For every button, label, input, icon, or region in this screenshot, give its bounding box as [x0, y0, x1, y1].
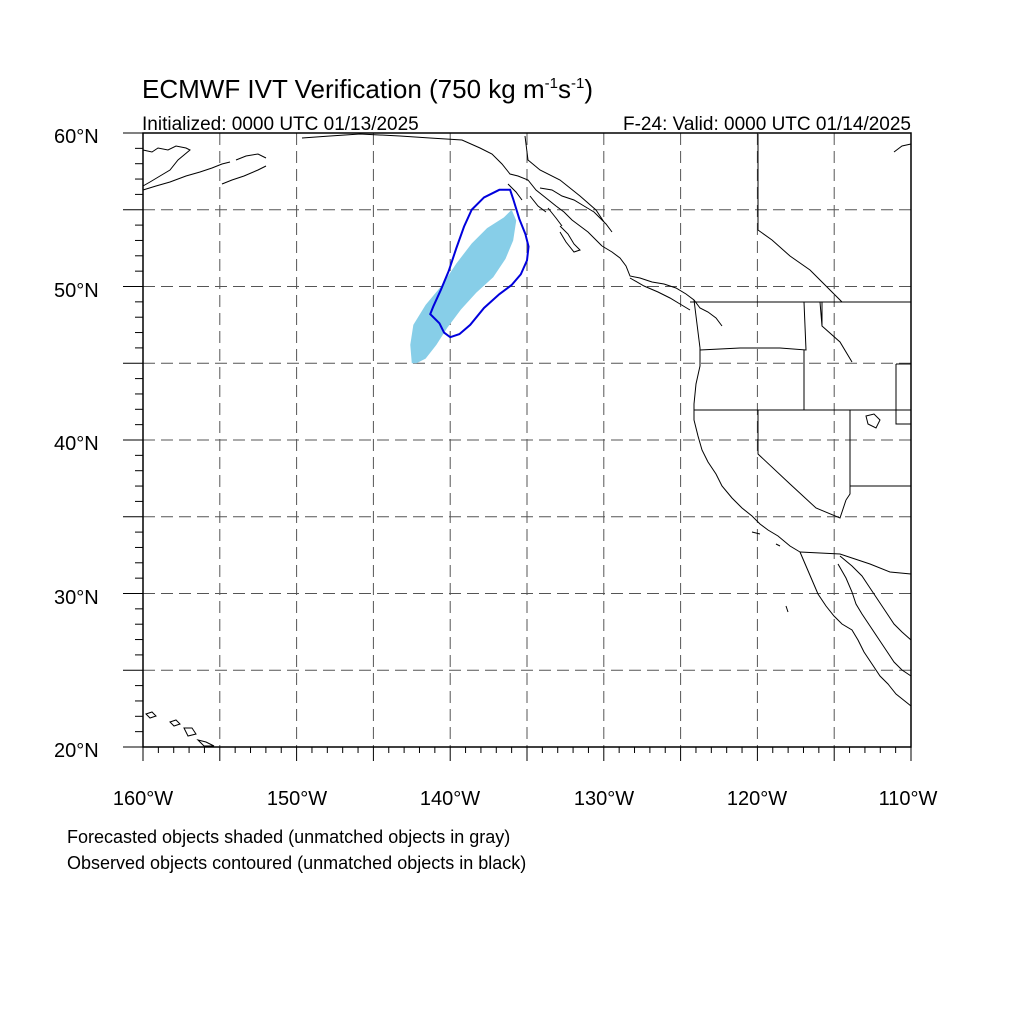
map-area [123, 132, 912, 761]
lon-label-160w: 160°W [113, 788, 173, 810]
lon-label-110w: 110°W [879, 788, 938, 810]
lat-label-40n: 40°N [54, 433, 99, 455]
border-wy [895, 363, 911, 425]
lat-label-30n: 30°N [54, 587, 99, 609]
coastline-northeast [893, 143, 912, 153]
coastlines [142, 133, 912, 747]
border-nv [845, 410, 851, 501]
lat-label-20n: 20°N [54, 740, 99, 762]
coastline-us-west [693, 299, 801, 553]
observed-note: Observed objects contoured (unmatched ob… [67, 853, 526, 873]
coastline-mexico [839, 555, 912, 641]
coastline-bc [601, 245, 723, 327]
observed-object-contour [429, 188, 530, 339]
graticule [143, 133, 911, 747]
figure-title: ECMWF IVT Verification (750 kg m-1s-1) [142, 74, 593, 104]
valid-label: F-24: Valid: 0000 UTC 01/14/2025 [623, 114, 911, 135]
coastline-alaska-west [142, 145, 267, 191]
political-borders [524, 134, 912, 575]
border-bc-alberta [757, 134, 843, 303]
coastline-channel-islands [751, 531, 789, 613]
great-salt-lake [865, 413, 881, 429]
axis-ticks [123, 132, 912, 761]
lon-label-120w: 120°W [727, 788, 787, 810]
initialized-label: Initialized: 0000 UTC 01/13/2025 [142, 114, 419, 135]
forecast-note: Forecasted objects shaded (unmatched obj… [67, 827, 510, 847]
lat-label-50n: 50°N [54, 280, 99, 302]
coastline-panhandle-islands [507, 183, 613, 253]
longitude-labels: 160°W 150°W 140°W 130°W 120°W 110°W [113, 788, 938, 810]
lon-label-150w: 150°W [267, 788, 327, 810]
border-id [803, 301, 853, 410]
border-or-wa [699, 301, 807, 351]
lat-label-60n: 60°N [54, 126, 99, 148]
forecast-object-shaded [410, 209, 517, 364]
coastline-hawaii [145, 711, 215, 747]
lon-label-140w: 140°W [420, 788, 480, 810]
border-alaska-canada [524, 135, 605, 223]
coastline-alaska-gulf [301, 133, 603, 247]
coastline-baja [799, 551, 912, 707]
border-ca-nv [757, 410, 847, 519]
lon-label-130w: 130°W [574, 788, 634, 810]
latitude-labels: 60°N 50°N 40°N 30°N 20°N [54, 126, 99, 762]
border-us-mexico [799, 551, 912, 575]
